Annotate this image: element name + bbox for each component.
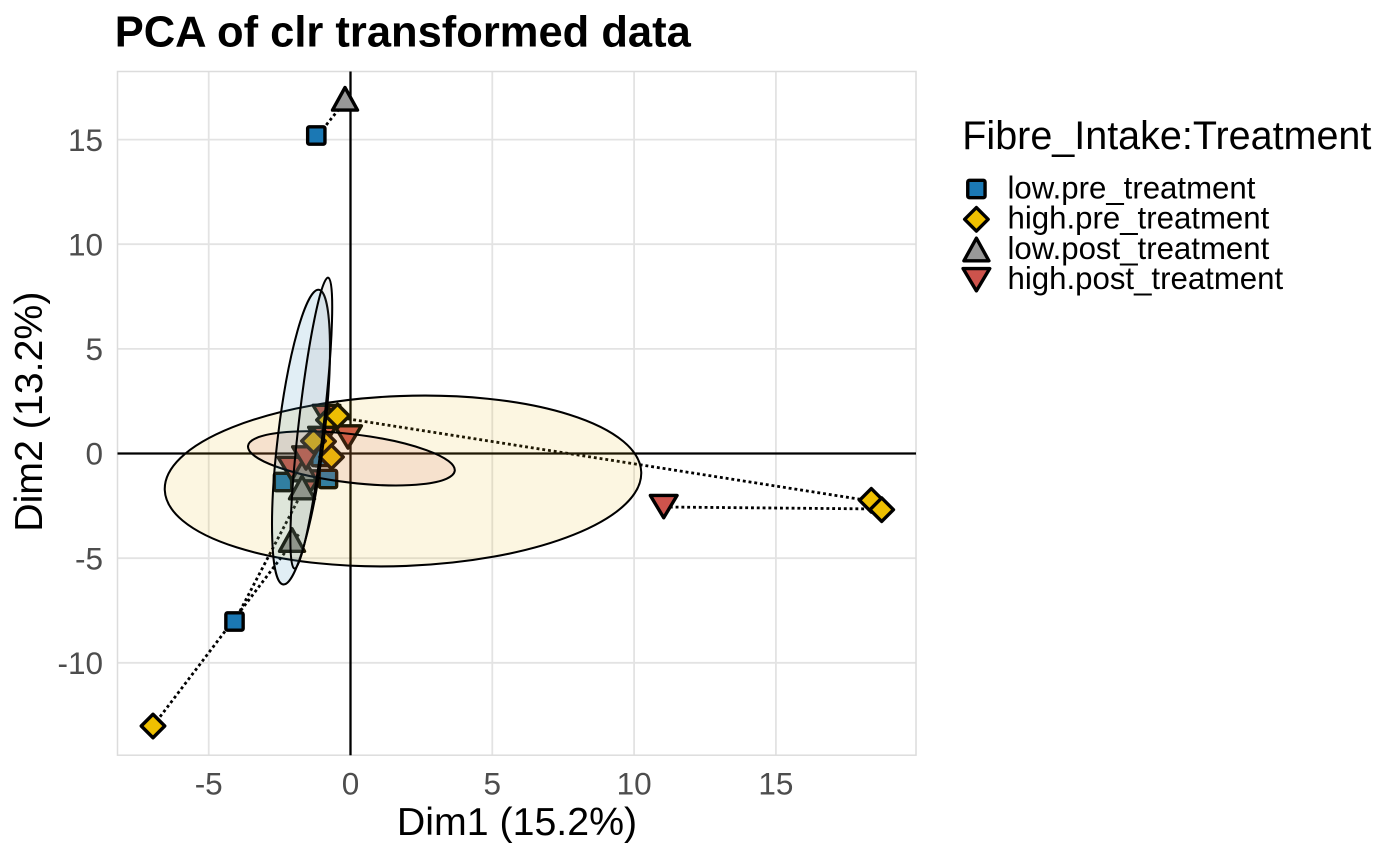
svg-text:-5: -5 [195,766,223,802]
svg-text:10: 10 [617,766,652,802]
svg-text:0: 0 [85,436,103,472]
svg-text:Fibre_Intake:Treatment: Fibre_Intake:Treatment [962,114,1371,158]
svg-text:high.post_treatment: high.post_treatment [1008,261,1284,296]
svg-text:-5: -5 [75,540,103,576]
svg-text:low.post_treatment: low.post_treatment [1008,231,1270,266]
svg-text:low.pre_treatment: low.pre_treatment [1008,170,1256,205]
svg-text:0: 0 [342,766,360,802]
svg-text:-10: -10 [57,645,103,681]
svg-text:15: 15 [758,766,793,802]
svg-text:15: 15 [68,122,103,158]
svg-text:Dim2 (13.2%): Dim2 (13.2%) [7,292,51,532]
svg-text:5: 5 [484,766,502,802]
svg-text:5: 5 [85,331,103,367]
svg-text:Dim1 (15.2%): Dim1 (15.2%) [397,800,637,844]
svg-text:high.pre_treatment: high.pre_treatment [1008,201,1270,236]
svg-text:10: 10 [68,226,103,262]
svg-text:PCA of clr transformed data: PCA of clr transformed data [115,8,692,56]
